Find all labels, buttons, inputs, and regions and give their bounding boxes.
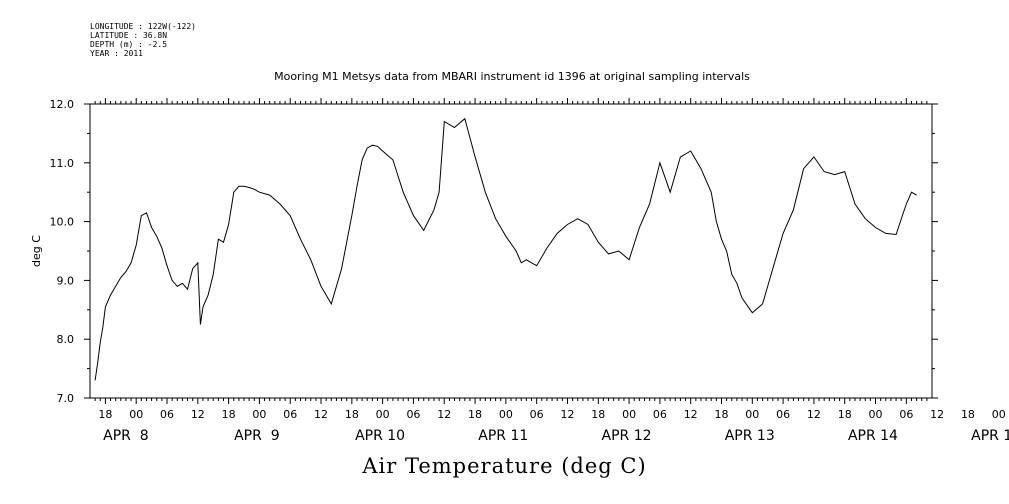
x-hour-label: 12 xyxy=(930,408,944,421)
x-hour-label: 12 xyxy=(437,408,451,421)
x-hour-label: 18 xyxy=(468,408,482,421)
x-date-label: APR 15 xyxy=(971,428,1009,444)
x-hour-label: 06 xyxy=(776,408,790,421)
x-date-label: APR 8 xyxy=(103,428,149,444)
y-tick-label: 12.0 xyxy=(50,98,75,111)
y-tick-label: 11.0 xyxy=(50,157,75,170)
x-hour-label: 06 xyxy=(406,408,420,421)
x-hour-label: 18 xyxy=(961,408,975,421)
x-hour-label: 06 xyxy=(899,408,913,421)
x-axis-title: Air Temperature (deg C) xyxy=(362,454,647,478)
x-hour-label: 00 xyxy=(252,408,266,421)
x-hour-label: 12 xyxy=(191,408,205,421)
x-date-label: APR 14 xyxy=(848,428,898,444)
x-hour-label: 06 xyxy=(653,408,667,421)
x-hour-label: 00 xyxy=(869,408,883,421)
y-tick-label: 7.0 xyxy=(57,392,75,405)
x-date-label: APR 10 xyxy=(355,428,405,444)
x-hour-label: 18 xyxy=(98,408,112,421)
x-date-label: APR 11 xyxy=(478,428,528,444)
x-date-label: APR 9 xyxy=(234,428,280,444)
latitude-text: LATITUDE : 36.8N xyxy=(90,31,168,40)
x-axis: 18 00 06 12 18 00 06 12 18 00 06 12 18 00 06 12 18 00 06 12… xyxy=(94,98,1009,444)
x-hour-label: 06 xyxy=(160,408,174,421)
x-date-label: APR 13 xyxy=(725,428,775,444)
longitude-text: LONGITUDE : 122W(-122) xyxy=(90,22,196,31)
y-tick-label: 9.0 xyxy=(57,274,75,287)
x-hour-label: 12 xyxy=(807,408,821,421)
metadata-block: LONGITUDE : 122W(-122) LATITUDE : 36.8N … xyxy=(90,22,196,58)
y-axis-label: deg C xyxy=(30,235,43,267)
x-hour-label: 18 xyxy=(838,408,852,421)
x-hour-label: 00 xyxy=(499,408,513,421)
x-hour-label: 00 xyxy=(992,408,1006,421)
x-hour-label: 12 xyxy=(314,408,328,421)
depth-text: DEPTH (m) : -2.5 xyxy=(90,40,168,49)
x-hour-label: 00 xyxy=(376,408,390,421)
air-temperature-line xyxy=(94,117,917,381)
x-hour-label: 00 xyxy=(622,408,636,421)
x-hour-label: 06 xyxy=(283,408,297,421)
chart-title: Mooring M1 Metsys data from MBARI instru… xyxy=(274,70,750,83)
x-hour-label: 18 xyxy=(222,408,236,421)
year-text: YEAR : 2011 xyxy=(90,49,143,58)
y-axis: 7.0 8.0 9.0 10.0 11.0 12.0 xyxy=(50,98,938,405)
x-hour-label: 00 xyxy=(745,408,759,421)
x-hour-label: 00 xyxy=(129,408,143,421)
x-date-label: APR 12 xyxy=(602,428,652,444)
x-hour-label: 18 xyxy=(715,408,729,421)
x-hour-label: 18 xyxy=(345,408,359,421)
y-tick-label: 8.0 xyxy=(57,333,75,346)
y-tick-label: 10.0 xyxy=(50,216,75,229)
x-hour-label: 12 xyxy=(560,408,574,421)
x-hour-label: 12 xyxy=(684,408,698,421)
x-hour-label: 06 xyxy=(530,408,544,421)
x-hour-label: 18 xyxy=(591,408,605,421)
